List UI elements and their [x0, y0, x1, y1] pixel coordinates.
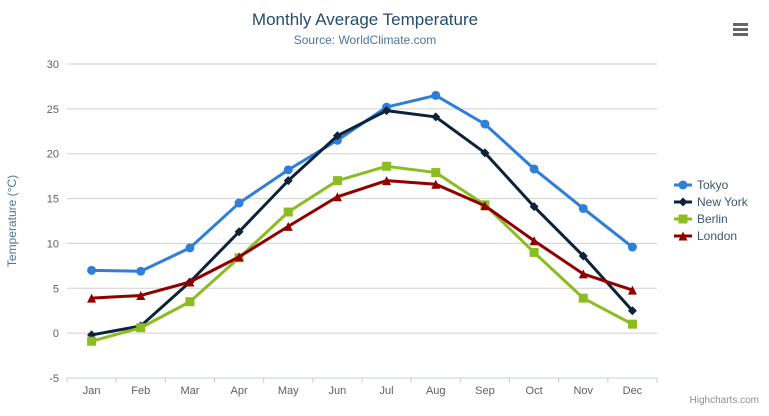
series-new-york — [87, 106, 637, 340]
series-marker — [678, 197, 688, 206]
series-marker — [578, 251, 588, 261]
series-marker — [480, 148, 490, 158]
series-marker — [234, 198, 244, 208]
chart-title: Monthly Average Temperature — [251, 10, 479, 29]
series-marker — [578, 293, 588, 303]
y-axis-tick-label: 10 — [47, 238, 59, 250]
series-marker — [431, 112, 441, 122]
x-axis-label: Jan — [83, 385, 101, 397]
series-marker — [382, 176, 392, 186]
series-marker — [678, 180, 688, 189]
series-marker — [87, 293, 97, 303]
legend-marker-triangle-icon — [674, 231, 692, 240]
series-line-london — [90, 179, 634, 300]
series-marker — [678, 231, 688, 240]
legend-item-berlin[interactable]: Berlin — [674, 210, 748, 227]
series-marker — [431, 90, 441, 100]
series-marker — [136, 323, 146, 333]
y-axis-tick-label: -5 — [49, 373, 59, 385]
series-marker — [480, 201, 490, 211]
series-marker — [136, 266, 146, 276]
series-marker — [529, 236, 539, 246]
series-marker — [529, 202, 539, 212]
legend-label: New York — [697, 194, 748, 209]
chart-subtitle: Source: WorldClimate.com — [293, 33, 437, 47]
legend-label: Berlin — [697, 211, 728, 226]
y-axis-tick-label: 15 — [47, 194, 59, 206]
y-axis-tick-label: 5 — [53, 283, 59, 295]
series-marker — [87, 336, 97, 346]
highcharts-credit[interactable]: Highcharts.com — [689, 395, 759, 406]
series-marker — [382, 161, 392, 171]
series-marker — [578, 269, 588, 279]
series-marker — [234, 252, 244, 262]
series-marker — [136, 290, 146, 300]
series-line-berlin — [90, 164, 634, 343]
series-marker — [332, 176, 342, 186]
series-marker — [332, 192, 342, 202]
series-marker — [627, 306, 637, 316]
x-axis-label: Feb — [131, 385, 150, 397]
y-axis-title: Temperature (°C) — [5, 175, 19, 267]
series-marker — [627, 285, 637, 295]
legend-label: London — [697, 228, 738, 243]
series-tokyo — [87, 90, 637, 276]
x-axis-label: Jun — [329, 385, 347, 397]
series-marker — [578, 203, 588, 213]
x-axis-label: Dec — [623, 385, 643, 397]
legend-item-new-york[interactable]: New York — [674, 193, 748, 210]
y-axis-tick-label: 25 — [47, 104, 59, 116]
legend-marker-square-icon — [674, 214, 692, 223]
x-axis-label: Sep — [475, 385, 495, 397]
series-marker — [332, 131, 342, 141]
series-marker — [627, 242, 637, 252]
series-marker — [529, 164, 539, 174]
x-axis-label: Jul — [380, 385, 394, 397]
series-marker — [185, 243, 195, 253]
x-axis-label: May — [278, 385, 299, 397]
series-marker — [87, 265, 97, 275]
series-marker — [283, 165, 293, 175]
series-marker — [480, 119, 490, 129]
x-axis-label: Apr — [231, 385, 248, 397]
y-axis-tick-label: 0 — [53, 328, 59, 340]
legend-item-tokyo[interactable]: Tokyo — [674, 176, 748, 193]
legend-label: Tokyo — [697, 177, 729, 192]
series-marker — [185, 277, 195, 287]
x-axis-label: Mar — [180, 385, 199, 397]
series-marker — [283, 207, 293, 217]
legend-marker-diamond-icon — [674, 197, 692, 206]
legend-marker-circle-icon — [674, 180, 692, 189]
y-axis-tick-label: 20 — [47, 149, 59, 161]
legend: Tokyo New York Berlin London — [674, 176, 748, 244]
x-axis-label: Oct — [526, 385, 543, 397]
series-marker — [431, 179, 441, 189]
series-marker — [678, 214, 688, 223]
series-marker — [431, 168, 441, 178]
series-berlin — [87, 161, 637, 346]
series-london — [87, 176, 637, 303]
legend-item-london[interactable]: London — [674, 227, 748, 244]
series-marker — [283, 176, 293, 186]
hamburger-menu-icon[interactable] — [733, 23, 748, 36]
series-marker — [283, 221, 293, 231]
y-axis-tick-label: 30 — [47, 59, 59, 71]
series-marker — [234, 227, 244, 237]
series-line-new-york — [90, 109, 634, 337]
series-marker — [627, 319, 637, 329]
x-axis-label: Aug — [426, 385, 446, 397]
series-marker — [529, 247, 539, 257]
x-axis-label: Nov — [573, 385, 593, 397]
series-marker — [382, 106, 392, 116]
series-marker — [185, 297, 195, 307]
